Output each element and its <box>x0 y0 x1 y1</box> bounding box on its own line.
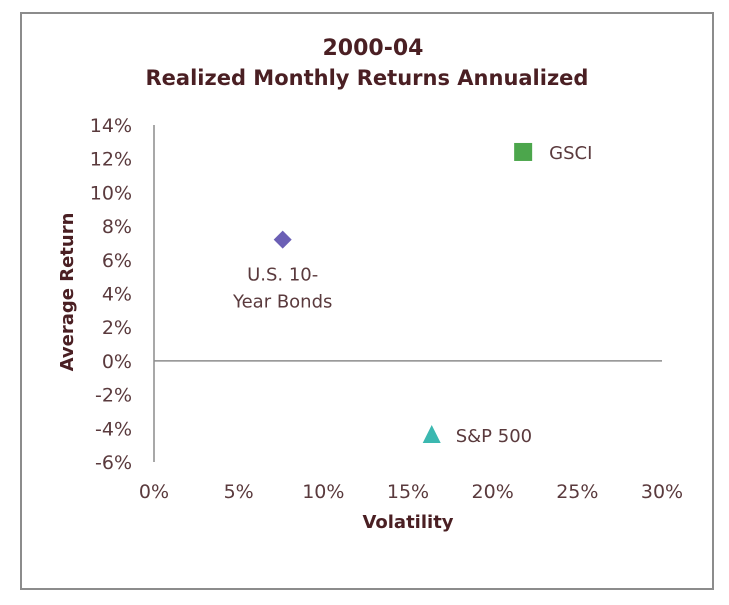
y-tick-label: 10% <box>90 182 132 204</box>
y-tick-labels: 14% 12% 10% 8% 6% 4% 2% 0% -2% -4% -6% <box>90 115 132 474</box>
data-points: U.S. 10- Year Bonds GSCI S&P 500 <box>232 142 592 447</box>
x-tick-label: 25% <box>556 481 598 503</box>
x-tick-label: 15% <box>387 481 429 503</box>
data-point-square <box>514 142 533 161</box>
y-tick-label: 8% <box>102 216 132 238</box>
data-point-triangle <box>422 425 441 444</box>
y-tick-label: 14% <box>90 115 132 137</box>
y-tick-label: 4% <box>102 284 132 306</box>
y-tick-label: -4% <box>95 418 132 440</box>
point-label: S&P 500 <box>456 426 532 447</box>
y-axis-title: Average Return <box>57 213 78 372</box>
data-point-diamond <box>273 230 292 249</box>
chart-frame <box>20 12 714 590</box>
y-tick-label: 0% <box>102 351 132 373</box>
y-tick-label: 6% <box>102 250 132 272</box>
x-tick-label: 30% <box>641 481 683 503</box>
point-label: GSCI <box>549 143 592 164</box>
x-axis-title: Volatility <box>362 512 453 533</box>
point-label: Year Bonds <box>232 292 332 313</box>
y-tick-label: -2% <box>95 385 132 407</box>
point-label: U.S. 10- <box>247 265 318 286</box>
x-tick-labels: 0% 5% 10% 15% 20% 25% 30% <box>139 481 683 503</box>
x-tick-label: 20% <box>472 481 514 503</box>
x-tick-label: 0% <box>139 481 169 503</box>
y-tick-label: 12% <box>90 149 132 171</box>
x-tick-label: 10% <box>302 481 344 503</box>
y-tick-label: -6% <box>95 452 132 474</box>
y-tick-label: 2% <box>102 317 132 339</box>
chart-title: 2000-04 <box>323 36 424 61</box>
chart-subtitle: Realized Monthly Returns Annualized <box>146 66 589 90</box>
x-tick-label: 5% <box>224 481 254 503</box>
